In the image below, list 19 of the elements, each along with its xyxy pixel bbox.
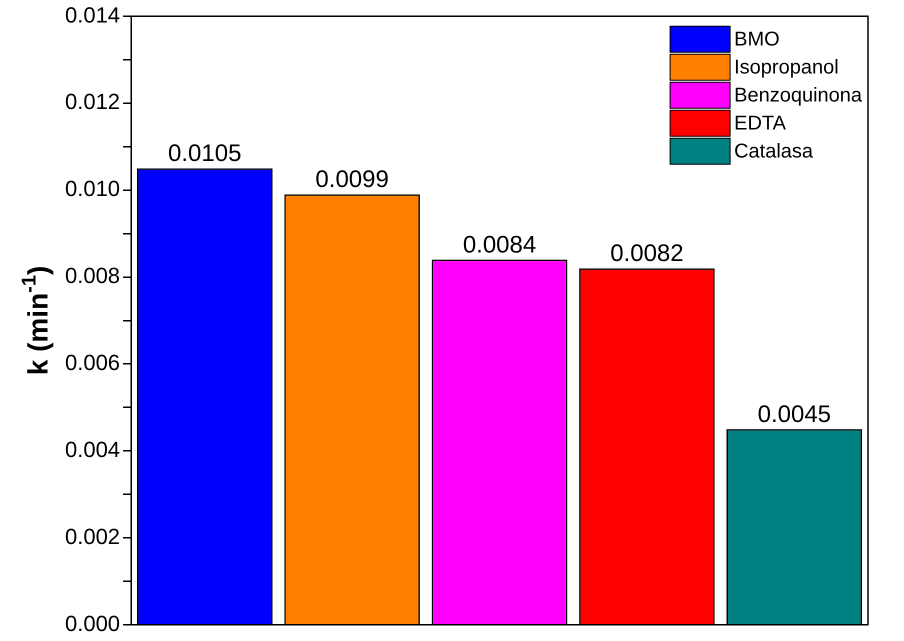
text: 0.000 (64, 610, 120, 636)
data-label: 0.0105 (168, 140, 242, 167)
y-tick-label: 0.002 (64, 524, 120, 549)
data-label: 0.0045 (758, 400, 832, 428)
y-tick-label: 0.006 (64, 350, 120, 376)
y-tick-label: 0.010 (64, 176, 120, 202)
legend-label: BMO (734, 28, 780, 51)
legend-label: EDTA (734, 112, 787, 135)
y-tick-label: 0.014 (64, 2, 120, 28)
y-tick-label: 0.008 (64, 263, 120, 288)
data-label: 0.0099 (315, 166, 389, 194)
y-tick-label: 0.012 (64, 89, 120, 114)
y-axis-title: k (min-1) (18, 266, 54, 376)
legend-label: Catalasa (734, 140, 814, 163)
legend-label: Isopropanol (734, 56, 839, 79)
y-tick-label: 0.004 (64, 436, 120, 462)
data-label: 0.0084 (462, 231, 536, 258)
legend-label: Benzoquinona (734, 84, 863, 107)
data-label: 0.0082 (610, 240, 684, 267)
